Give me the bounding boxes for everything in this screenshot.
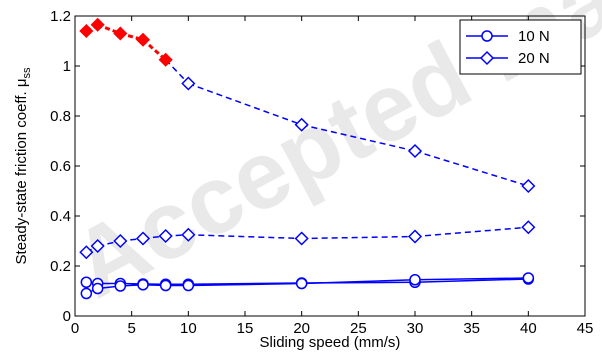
series-2-segment [414,277,529,281]
series-1-segment [414,278,529,283]
series-3-segment [188,234,302,240]
data-point [79,23,94,39]
x-tick-label: 15 [237,320,254,337]
x-tick-label: 30 [407,320,424,337]
data-point [409,274,421,286]
series-2-segment [188,282,302,287]
data-point [80,287,93,300]
y-tick-label: 0.8 [50,108,71,125]
x-tick-label: 40 [520,320,537,337]
y-tick-label: 1.2 [50,8,71,25]
data-point [90,238,105,254]
data-point [181,76,196,91]
data-point [79,245,94,260]
series-3-segment [414,226,529,238]
data-point [158,228,173,244]
x-tick-label: 0 [71,320,79,337]
data-point [114,280,127,292]
y-tick-label: 1 [63,58,71,75]
x-tick-label: 20 [293,320,310,337]
series-4-segment [142,38,167,61]
data-point [294,231,309,246]
x-tick-label: 10 [180,320,197,337]
legend-label: 20 N [518,50,550,67]
y-tick-label: 0.2 [50,258,71,275]
y-tick-label: 0.6 [50,158,71,175]
legend-marker-circle [481,30,493,42]
data-point [159,279,172,292]
y-tick-label: 0 [63,308,71,325]
legend: 10 N 20 N [459,19,582,75]
data-point [182,279,195,292]
data-point [295,277,308,290]
data-point [135,32,151,47]
series-3-segment [301,235,416,240]
legend-box [459,19,582,75]
series-4-segment [165,59,189,85]
data-point [135,231,151,246]
series-2-segment [301,279,416,285]
x-tick-label: 5 [127,320,135,337]
data-point [522,272,535,284]
legend-marker-diamond [479,50,495,66]
y-axis-label-subscript: ss [21,67,33,79]
y-tick-label: 0.4 [50,208,71,225]
data-point [113,26,128,41]
axis-ticks: 0 5 10 15 20 25 30 35 40 45 0 0.2 0.4 0.6 0.8 1 1.2 [50,8,593,337]
data-point [521,220,536,235]
data-point [137,279,149,291]
series-4 [79,17,536,194]
y-axis-label: Steady-state friction coeff. μss [13,67,33,264]
data-point [294,117,309,132]
data-point [181,227,196,242]
data-point [80,276,93,288]
series-4-segment [414,150,529,187]
y-axis-label-main: Steady-state friction coeff. μ [13,79,30,265]
x-tick-label: 45 [577,320,594,337]
x-tick-label: 35 [463,320,480,337]
series-2 [80,272,535,300]
data-point [113,233,128,249]
data-point [521,178,536,194]
data-point [91,282,104,295]
x-axis-label: Sliding speed (mm/s) [260,334,401,351]
series-4-segment [188,82,302,126]
data-point [90,17,105,32]
data-point [407,229,423,244]
data-point [158,52,173,67]
plot-area [79,17,536,300]
series-3 [79,220,536,260]
data-point [407,143,423,159]
x-tick-label: 25 [350,320,367,337]
legend-label: 10 N [518,28,550,45]
